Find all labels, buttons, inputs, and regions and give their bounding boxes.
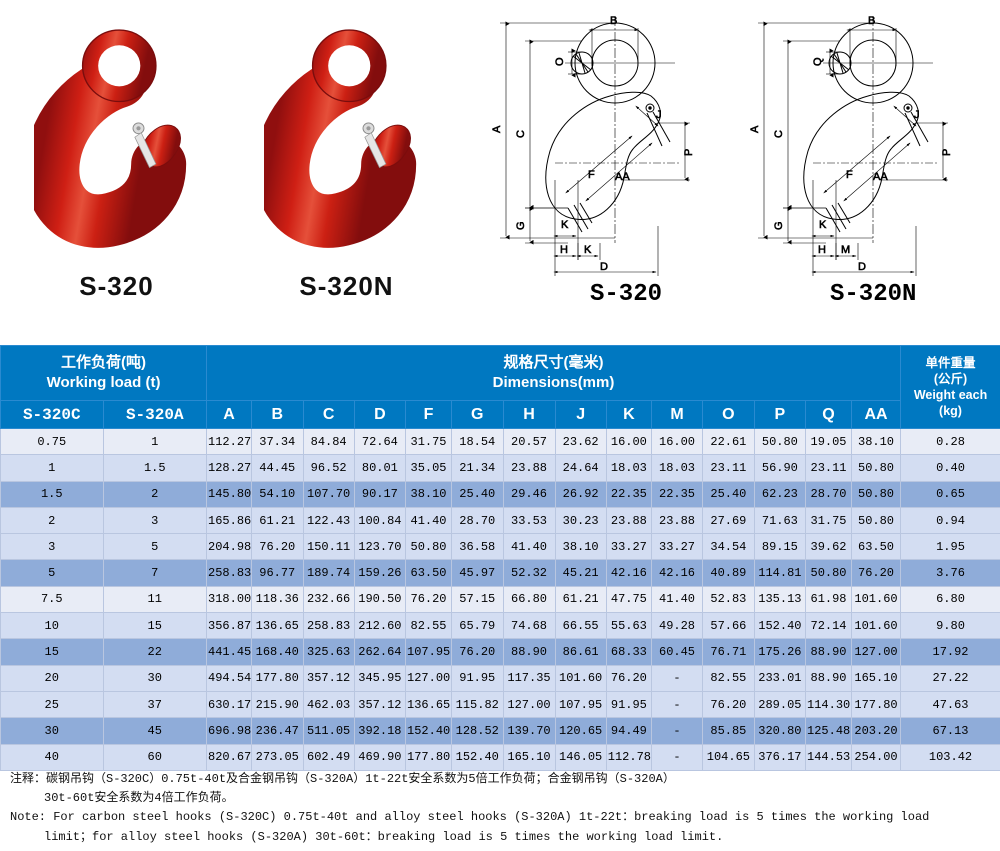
svg-text:S-320: S-320 <box>590 281 662 308</box>
svg-text:S-320N: S-320N <box>830 281 916 308</box>
svg-text:B: B <box>868 15 875 27</box>
svg-text:K: K <box>584 244 592 256</box>
svg-text:B: B <box>610 15 617 27</box>
svg-text:P: P <box>683 149 695 156</box>
svg-text:O: O <box>554 57 566 66</box>
svg-text:H: H <box>818 244 826 256</box>
svg-text:G: G <box>773 221 785 230</box>
svg-text:G: G <box>515 221 527 230</box>
svg-text:P: P <box>941 149 953 156</box>
svg-text:AA: AA <box>615 171 630 183</box>
svg-text:D: D <box>858 261 866 273</box>
svg-text:C: C <box>773 130 785 138</box>
svg-text:F: F <box>846 169 853 181</box>
svg-text:J: J <box>914 109 920 121</box>
svg-text:F: F <box>588 169 595 181</box>
svg-text:AA: AA <box>873 171 888 183</box>
svg-text:A: A <box>491 125 503 133</box>
svg-text:Q: Q <box>812 57 824 66</box>
svg-text:M: M <box>841 244 850 256</box>
svg-text:D: D <box>600 261 608 273</box>
svg-text:A: A <box>749 125 761 133</box>
svg-text:K: K <box>819 219 827 231</box>
svg-text:K: K <box>561 219 569 231</box>
svg-text:J: J <box>656 109 662 121</box>
svg-text:C: C <box>515 130 527 138</box>
svg-text:H: H <box>560 244 568 256</box>
